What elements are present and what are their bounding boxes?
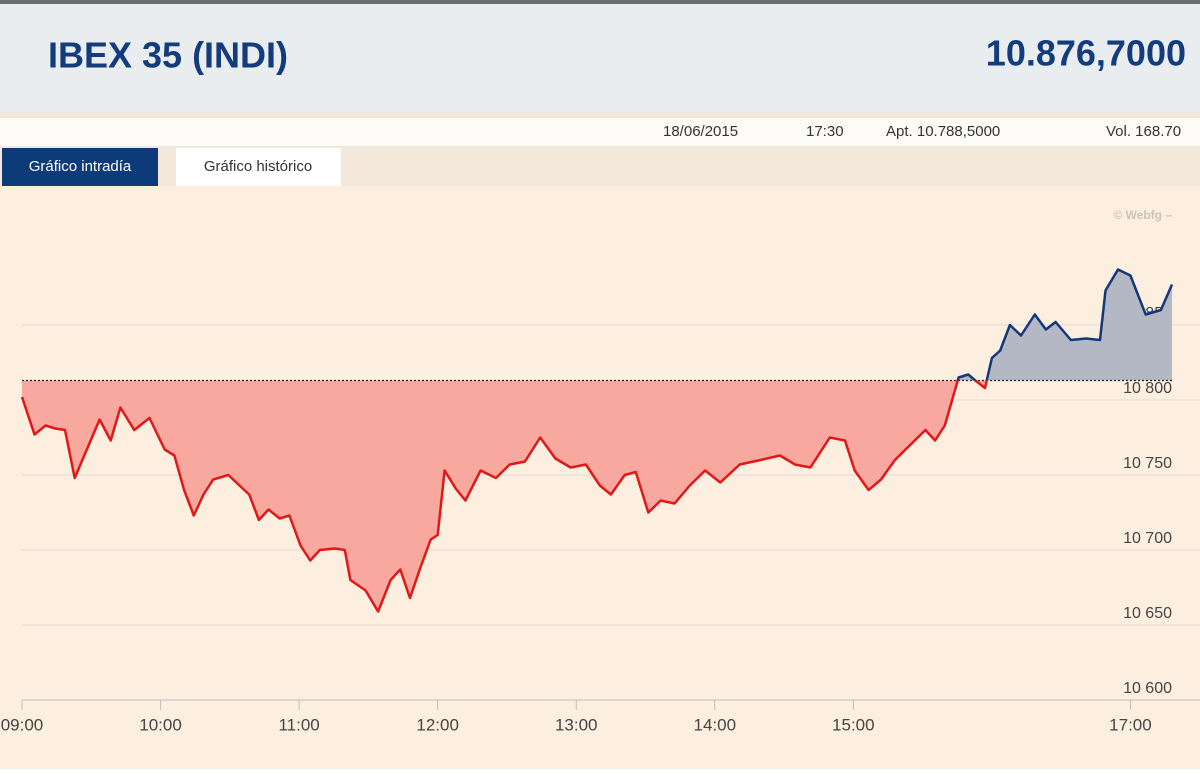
tab-label[interactable]: Gráfico histórico xyxy=(204,158,312,175)
info-date: 18/06/2015 xyxy=(663,123,738,140)
index-price: 10.876,7000 xyxy=(986,33,1186,74)
y-tick-label: 10 600 xyxy=(1123,680,1172,697)
x-tick-label: 15:00 xyxy=(832,715,875,734)
y-tick-label: 10 700 xyxy=(1123,530,1172,547)
x-tick-label: 13:00 xyxy=(555,715,598,734)
y-tick-label: 10 800 xyxy=(1123,380,1172,397)
x-tick-label: 11:00 xyxy=(278,715,319,734)
x-tick-label: 12:00 xyxy=(416,715,459,734)
x-tick-label: 10:00 xyxy=(139,715,182,734)
top-border xyxy=(0,0,1200,4)
watermark: © Webfg – xyxy=(1113,208,1172,222)
info-volume: Vol. 168.70 xyxy=(1106,123,1181,140)
x-tick-label: 14:00 xyxy=(693,715,736,734)
header-bg xyxy=(0,0,1200,112)
y-tick-label: 10 650 xyxy=(1123,605,1172,622)
x-tick-label: 09:00 xyxy=(1,715,44,734)
info-open: Apt. 10.788,5000 xyxy=(886,123,1000,140)
info-time: 17:30 xyxy=(806,123,844,140)
price-line xyxy=(20,268,1174,613)
tab-label[interactable]: Gráfico intradía xyxy=(29,158,132,175)
y-tick-label: 10 750 xyxy=(1123,455,1172,472)
x-tick-label: 17:00 xyxy=(1109,715,1152,734)
separator xyxy=(0,112,1200,118)
area xyxy=(22,269,1172,612)
tab-inactive[interactable] xyxy=(176,148,341,186)
tab-active[interactable] xyxy=(2,148,158,186)
info-bg xyxy=(0,118,1200,146)
index-title: IBEX 35 (INDI) xyxy=(48,35,288,76)
